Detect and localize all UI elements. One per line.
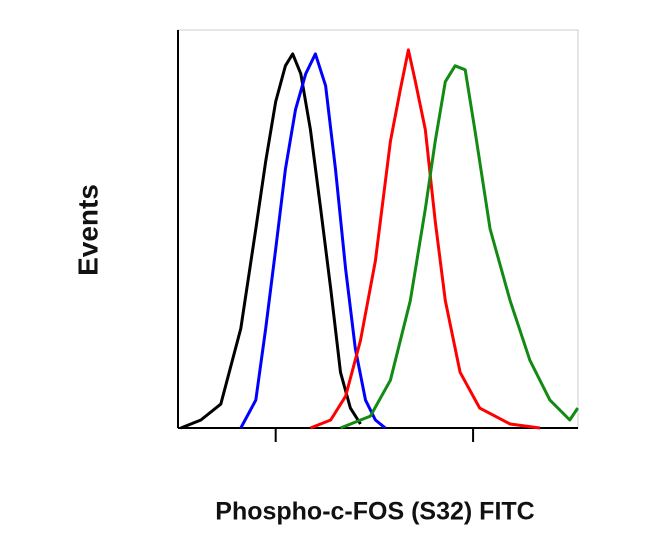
histogram-curve xyxy=(339,64,579,430)
histogram-curve xyxy=(180,52,362,430)
x-axis-label: Phospho-c-FOS (S32) FITC xyxy=(215,498,534,526)
histogram-curve xyxy=(309,48,541,430)
histogram-curve xyxy=(239,52,387,430)
y-axis-label: Events xyxy=(72,184,103,276)
